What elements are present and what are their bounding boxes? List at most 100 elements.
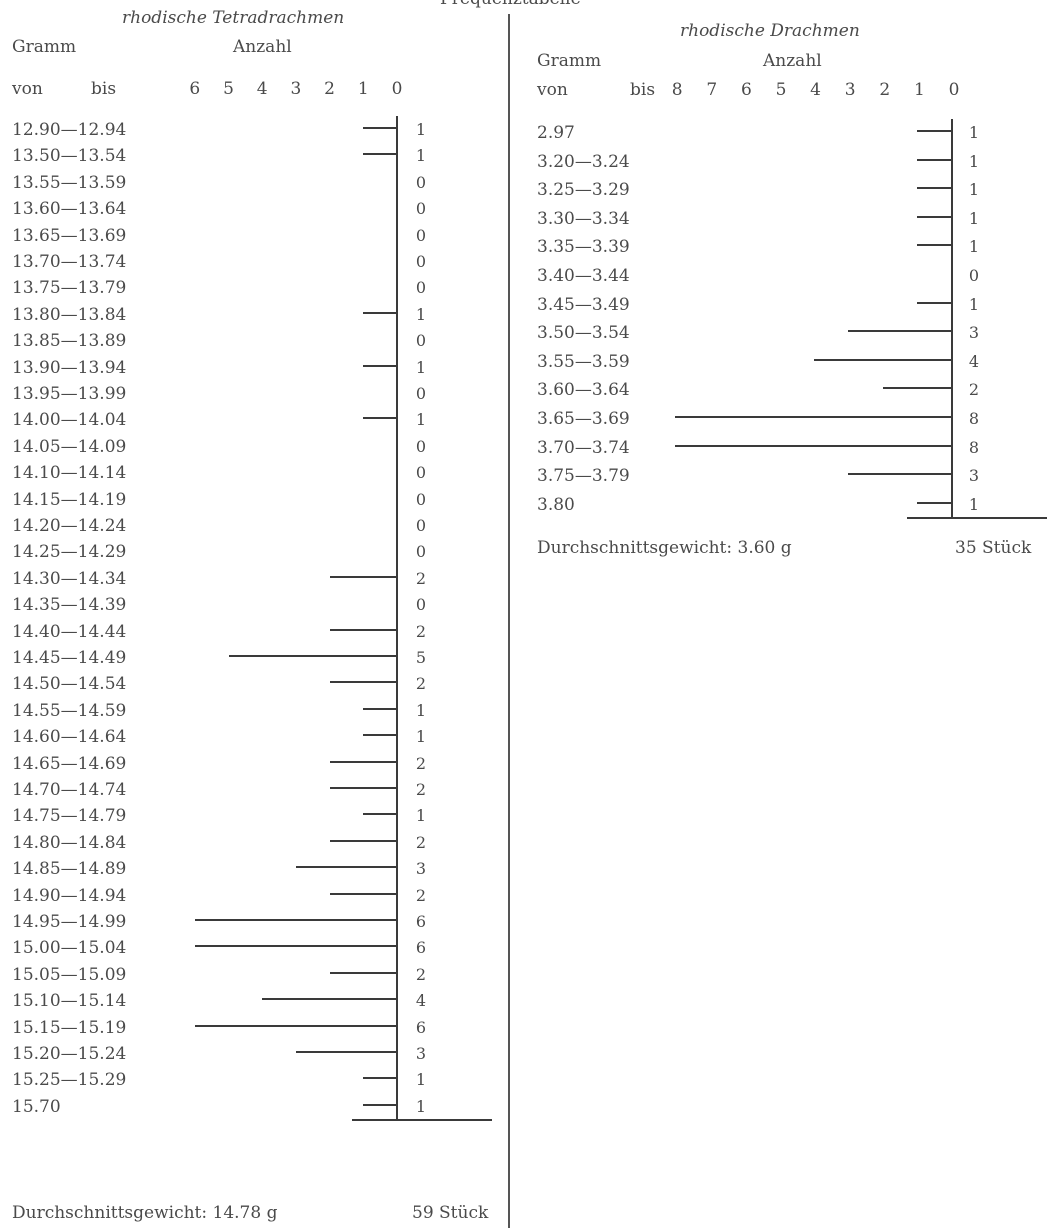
right-count-label: 8 bbox=[968, 437, 980, 457]
right-category-label: 2.97 bbox=[537, 123, 575, 143]
right-bar bbox=[917, 301, 952, 304]
left-count-label: 6 bbox=[415, 912, 427, 931]
left-category-label: 14.10—14.14 bbox=[12, 463, 127, 484]
right-bar bbox=[813, 358, 952, 361]
left-bar bbox=[329, 628, 397, 631]
left-bar bbox=[194, 919, 397, 921]
left-bar bbox=[363, 1077, 397, 1080]
right-total-count: 35 Stück bbox=[955, 538, 1032, 558]
right-bar bbox=[917, 501, 952, 504]
right-category-label: 3.45—3.49 bbox=[537, 294, 630, 315]
right-count-label: 1 bbox=[968, 294, 980, 314]
left-count-label: 0 bbox=[415, 516, 427, 535]
left-count-label: 6 bbox=[415, 1017, 427, 1037]
left-category-label: 13.70—13.74 bbox=[12, 252, 127, 272]
left-category-label: 13.80—13.84 bbox=[12, 304, 127, 325]
right-x-tick: 2 bbox=[879, 80, 891, 100]
left-bar bbox=[363, 707, 397, 710]
left-count-label: 1 bbox=[415, 806, 427, 826]
right-category-label: 3.65—3.69 bbox=[537, 409, 630, 429]
right-x-tick: 1 bbox=[913, 80, 925, 100]
right-bar bbox=[848, 473, 952, 476]
left-count-label: 2 bbox=[415, 568, 427, 588]
left-category-label: 13.50—13.54 bbox=[12, 146, 127, 167]
left-bar bbox=[329, 760, 397, 763]
right-count-label: 0 bbox=[968, 266, 980, 285]
right-category-label: 3.40—3.44 bbox=[537, 266, 630, 286]
left-bar bbox=[363, 417, 397, 420]
left-count-label: 0 bbox=[415, 199, 427, 219]
left-count-label: 0 bbox=[415, 595, 427, 615]
left-bar bbox=[329, 787, 397, 789]
left-count-label: 0 bbox=[415, 489, 427, 509]
left-category-label: 13.75—13.79 bbox=[12, 278, 127, 299]
right-category-label: 3.30—3.34 bbox=[537, 208, 630, 229]
left-bar bbox=[363, 311, 397, 314]
left-chart-title: rhodische Tetradrachmen bbox=[122, 8, 345, 28]
right-bar bbox=[917, 130, 952, 132]
left-category-label: 14.05—14.09 bbox=[12, 436, 127, 457]
left-count-label: 0 bbox=[415, 252, 427, 271]
left-category-label: 14.60—14.64 bbox=[12, 727, 127, 748]
left-count-label: 3 bbox=[415, 1044, 427, 1063]
right-count-label: 1 bbox=[968, 123, 980, 142]
left-category-label: 13.90—13.94 bbox=[12, 357, 127, 378]
left-count-label: 0 bbox=[415, 331, 427, 351]
left-category-label: 13.85—13.89 bbox=[12, 331, 127, 352]
left-x-tick: 4 bbox=[256, 79, 268, 99]
left-average-weight: Durchschnittsgewicht: 14.78 g bbox=[12, 1203, 278, 1223]
left-von-label: von bbox=[12, 79, 43, 99]
left-category-label: 15.15—15.19 bbox=[12, 1017, 127, 1038]
left-total-count: 59 Stück bbox=[412, 1203, 489, 1223]
right-anzahl-label: Anzahl bbox=[763, 51, 822, 71]
left-count-label: 2 bbox=[415, 885, 427, 905]
right-y-axis bbox=[951, 119, 953, 517]
left-count-label: 1 bbox=[415, 727, 427, 747]
left-category-label: 14.15—14.19 bbox=[12, 489, 127, 510]
right-category-label: 3.50—3.54 bbox=[537, 323, 630, 344]
right-bar bbox=[882, 387, 952, 390]
left-count-label: 2 bbox=[415, 753, 427, 773]
left-bar bbox=[329, 575, 397, 578]
left-x-tick: 5 bbox=[223, 79, 234, 99]
left-count-label: 1 bbox=[415, 1070, 427, 1090]
right-count-label: 1 bbox=[968, 208, 980, 228]
left-count-label: 4 bbox=[415, 991, 427, 1011]
left-category-label: 15.05—15.09 bbox=[12, 964, 127, 985]
right-von-label: von bbox=[537, 80, 568, 100]
left-bar bbox=[363, 364, 397, 367]
left-count-label: 1 bbox=[415, 1096, 427, 1116]
right-count-label: 3 bbox=[968, 323, 980, 343]
right-category-label: 3.80 bbox=[537, 494, 575, 515]
column-separator bbox=[508, 14, 510, 1228]
left-count-label: 0 bbox=[415, 542, 427, 562]
left-count-label: 1 bbox=[415, 700, 427, 720]
left-category-label: 13.60—13.64 bbox=[12, 199, 127, 220]
left-category-label: 14.25—14.29 bbox=[12, 542, 127, 563]
left-count-label: 1 bbox=[415, 304, 427, 324]
left-bar bbox=[194, 1024, 397, 1027]
left-bar bbox=[295, 1051, 397, 1053]
right-count-label: 1 bbox=[968, 151, 980, 171]
left-count-label: 1 bbox=[415, 120, 427, 139]
left-bar bbox=[363, 813, 397, 816]
left-bar bbox=[228, 655, 397, 657]
left-category-label: 14.20—14.24 bbox=[12, 516, 127, 536]
right-x-tick: 6 bbox=[740, 80, 752, 100]
left-y-axis bbox=[396, 116, 398, 1119]
right-bar bbox=[675, 416, 952, 418]
left-category-label: 13.65—13.69 bbox=[12, 225, 127, 246]
left-category-label: 15.70 bbox=[12, 1096, 61, 1117]
left-category-label: 15.20—15.24 bbox=[12, 1044, 127, 1064]
left-count-label: 0 bbox=[415, 384, 427, 403]
left-category-label: 15.10—15.14 bbox=[12, 991, 127, 1012]
right-count-label: 4 bbox=[968, 351, 980, 371]
left-bar bbox=[262, 998, 397, 1001]
right-count-label: 1 bbox=[968, 180, 980, 200]
left-baseline bbox=[352, 1118, 492, 1121]
left-x-tick: 1 bbox=[357, 79, 369, 99]
left-count-label: 0 bbox=[415, 172, 427, 192]
right-category-label: 3.25—3.29 bbox=[537, 180, 630, 201]
left-category-label: 14.80—14.84 bbox=[12, 832, 127, 853]
